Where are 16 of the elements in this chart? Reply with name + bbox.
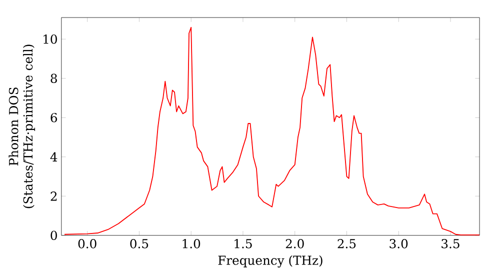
x-tick-label: 0.0 (78, 238, 96, 248)
x-axis-title: Frequency (THz) (218, 255, 322, 268)
x-tick-label: 2.5 (338, 238, 356, 248)
x-tick-label: 3.0 (390, 238, 408, 248)
y-tick-label: 8 (50, 74, 57, 83)
y-tick-label: 10 (44, 34, 57, 44)
x-tick-label: 3.5 (442, 238, 460, 248)
y-tick-label: 0 (50, 230, 57, 240)
x-tick-label: 0.5 (130, 238, 148, 248)
y-tick-label: 2 (50, 191, 57, 201)
y-axis-title: Phonon DOS (States/THz·primitive cell) (8, 44, 36, 208)
x-tick-label: 1.5 (234, 238, 252, 248)
y-tick-label: 6 (50, 112, 58, 122)
x-tick-label: 2.0 (286, 238, 304, 248)
y-tick-label: 4 (50, 152, 58, 162)
x-tick-label: 1.0 (182, 238, 200, 248)
